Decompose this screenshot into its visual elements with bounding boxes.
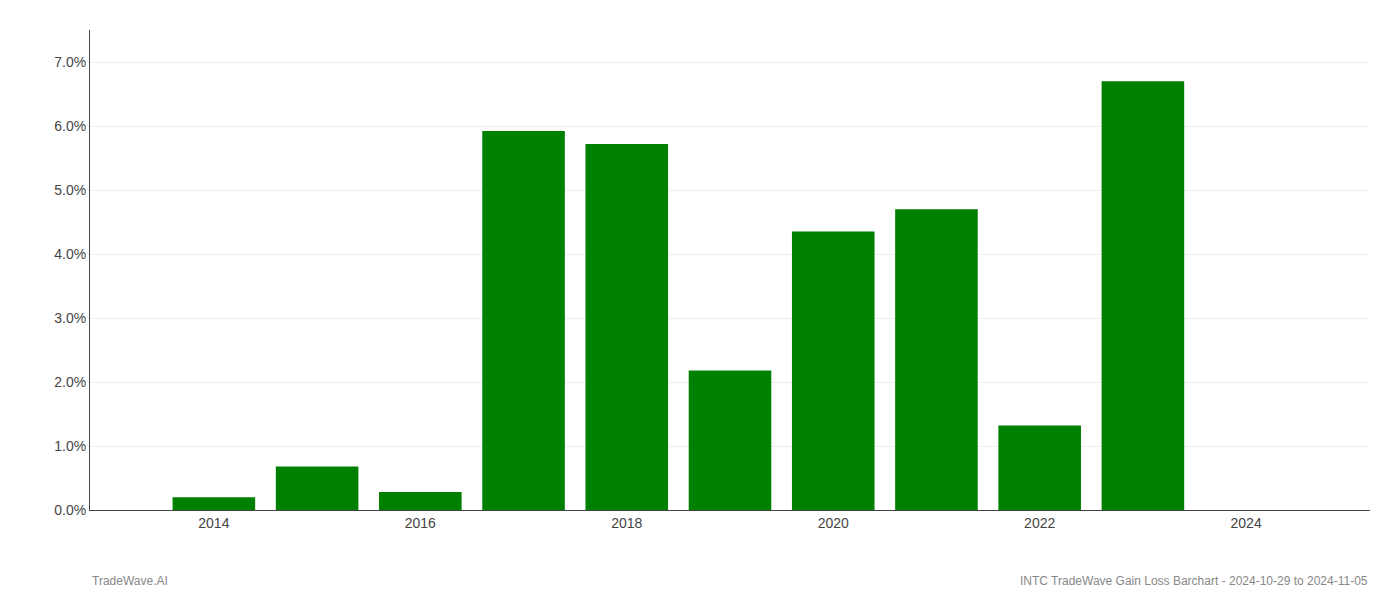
svg-text:6.0%: 6.0% <box>54 118 86 134</box>
svg-text:2.0%: 2.0% <box>54 374 86 390</box>
svg-text:7.0%: 7.0% <box>54 54 86 70</box>
svg-text:TradeWave.AI: TradeWave.AI <box>92 574 168 588</box>
svg-text:2016: 2016 <box>405 515 436 531</box>
svg-text:2018: 2018 <box>611 515 642 531</box>
svg-text:1.0%: 1.0% <box>54 438 86 454</box>
svg-text:2022: 2022 <box>1024 515 1055 531</box>
svg-text:2014: 2014 <box>198 515 229 531</box>
svg-text:0.0%: 0.0% <box>54 502 86 518</box>
svg-text:INTC TradeWave Gain Loss Barch: INTC TradeWave Gain Loss Barchart - 2024… <box>1020 574 1368 588</box>
svg-text:2020: 2020 <box>818 515 849 531</box>
svg-text:4.0%: 4.0% <box>54 246 86 262</box>
svg-text:5.0%: 5.0% <box>54 182 86 198</box>
svg-text:2024: 2024 <box>1231 515 1262 531</box>
svg-text:3.0%: 3.0% <box>54 310 86 326</box>
